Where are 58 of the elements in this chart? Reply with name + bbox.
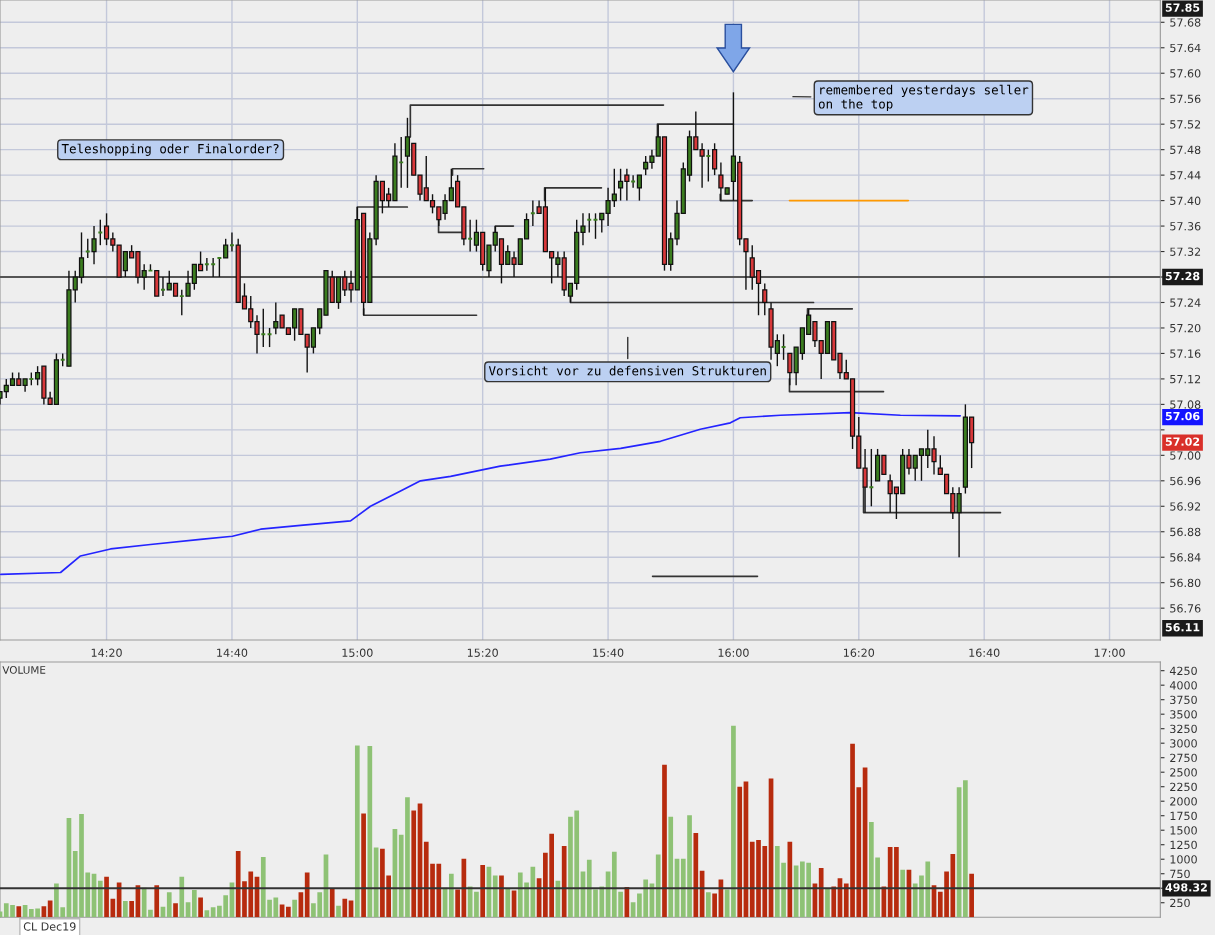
y-tick-label: 57.24 <box>1170 298 1201 307</box>
y-tick-label: 1500 <box>1170 826 1197 835</box>
x-tick-label: 15:40 <box>593 648 624 657</box>
text: 57.85 <box>1165 3 1200 12</box>
annotation: Vorsicht vor zu defensiven Strukturen <box>488 365 766 376</box>
x-tick-label: 16:00 <box>718 648 749 657</box>
y-tick-label: 2250 <box>1170 782 1197 792</box>
x-tick-label: 16:40 <box>969 648 1000 657</box>
y-tick-label: 56.92 <box>1170 502 1201 511</box>
y-tick-label: 56.80 <box>1170 578 1201 588</box>
y-tick-label: 57.08 <box>1170 400 1201 409</box>
y-tick-label: 2500 <box>1170 768 1197 777</box>
y-tick-label: 57.56 <box>1170 94 1201 104</box>
x-tick-label: 16:20 <box>844 648 875 657</box>
y-tick-label: 250 <box>1170 898 1190 908</box>
y-tick-label: 57.32 <box>1170 247 1201 256</box>
chart-title: VOLUME <box>2 665 46 674</box>
y-tick-label: 1000 <box>1170 855 1197 864</box>
x-tick-label: 15:20 <box>467 648 498 657</box>
ref-line-label: 498.32 <box>1165 883 1207 892</box>
y-tick-label: 57.64 <box>1170 43 1201 53</box>
y-tick-label: 4250 <box>1169 666 1197 676</box>
x-tick-label: 14:20 <box>91 648 122 657</box>
y-tick-label: 56.84 <box>1170 553 1201 562</box>
y-tick-label: 56.96 <box>1170 476 1201 486</box>
y-tick-label: 3500 <box>1170 710 1197 719</box>
y-tick-label: 56.76 <box>1170 604 1201 613</box>
y-tick-label: 57.52 <box>1170 120 1201 129</box>
y-tick-label: 57.44 <box>1170 171 1201 180</box>
ref-line-label: 57.28 <box>1165 271 1200 281</box>
y-tick-label: 57.40 <box>1170 196 1201 205</box>
x-tick-label: 14:40 <box>217 648 248 657</box>
annotation: 57.06 <box>1165 411 1200 421</box>
y-tick-label: 1250 <box>1170 840 1197 850</box>
y-tick-label: 750 <box>1170 869 1190 879</box>
annotation: 57.02 <box>1165 437 1200 446</box>
y-tick-label: 57.48 <box>1170 145 1201 155</box>
x-tick-label: 17:00 <box>1094 648 1125 657</box>
y-tick-label: 57.36 <box>1170 222 1201 231</box>
y-tick-label: 3000 <box>1170 739 1197 748</box>
y-tick-label: 57.20 <box>1170 323 1201 333</box>
text: CL Dec19 <box>23 922 76 931</box>
y-tick-label: 2750 <box>1170 753 1197 763</box>
y-tick-label: 57.60 <box>1170 69 1201 78</box>
y-tick-label: 2000 <box>1170 797 1197 806</box>
y-tick-label: 4000 <box>1169 681 1197 690</box>
y-tick-label: 3750 <box>1170 695 1197 705</box>
annotation: Teleshopping oder Finalorder? <box>61 143 279 156</box>
annotation: remembered yesterdays seller on the top <box>818 84 1029 112</box>
y-tick-label: 57.16 <box>1170 349 1201 358</box>
text: 56.11 <box>1165 623 1200 632</box>
y-tick-label: 3250 <box>1170 724 1197 734</box>
y-tick-label: 56.88 <box>1170 527 1201 537</box>
y-tick-label: 57.12 <box>1170 374 1201 384</box>
y-tick-label: 57.68 <box>1170 18 1201 27</box>
y-tick-label: 57.00 <box>1170 451 1201 460</box>
x-tick-label: 15:00 <box>342 648 373 657</box>
y-tick-label: 1750 <box>1170 811 1197 821</box>
